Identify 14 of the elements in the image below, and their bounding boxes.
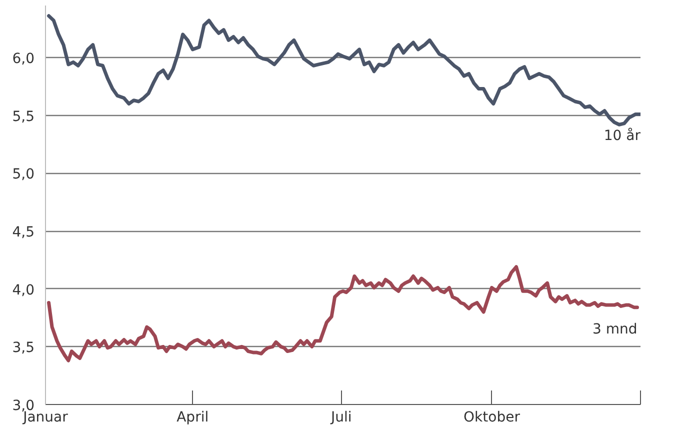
y-tick-label: 5,5: [12, 108, 34, 125]
line-series: [47, 14, 640, 126]
y-tick-label: 5,0: [12, 166, 34, 183]
y-tick-label: 3,5: [12, 340, 34, 356]
y-tick-label: 4,0: [12, 282, 34, 298]
line-series: [47, 265, 639, 362]
x-tick-label: Juli: [330, 410, 352, 426]
series-label: 3 mnd: [592, 321, 638, 338]
x-tick-label: Januar: [22, 410, 68, 426]
y-tick-label: 6,0: [12, 51, 34, 68]
series-label: 10 år: [604, 127, 641, 144]
x-tick-label: April: [176, 410, 209, 426]
y-tick-label: 4,5: [12, 224, 34, 241]
x-tick-label: Oktober: [464, 410, 520, 426]
